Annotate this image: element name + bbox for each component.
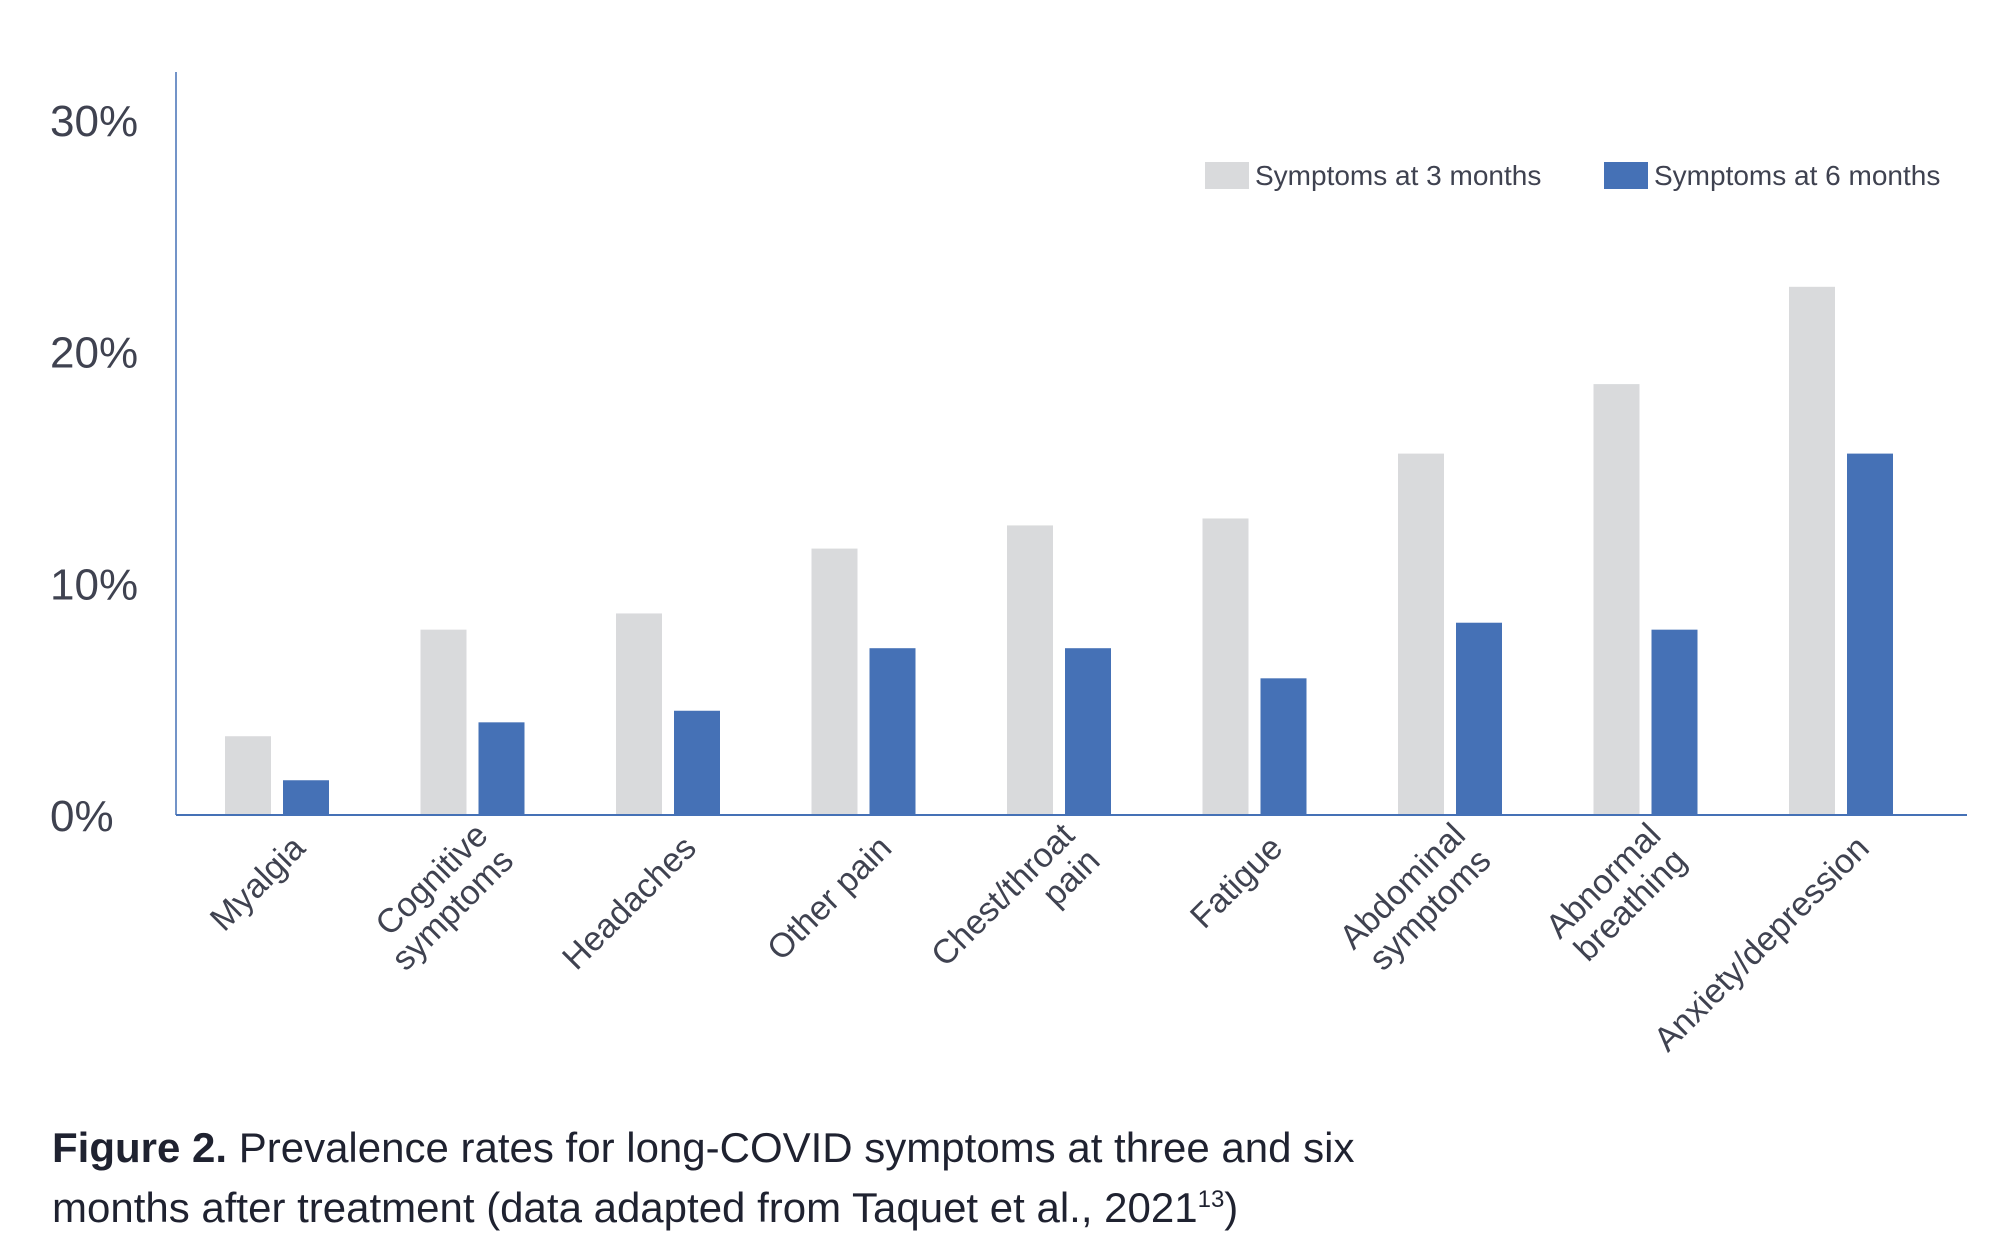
- x-tick-label: Fatigue: [1183, 829, 1290, 936]
- caption-label: Figure 2.: [52, 1124, 228, 1171]
- x-tick-label: Abnormalbreathing: [1539, 816, 1694, 971]
- y-axis-ticks: 0% 10% 20% 30%: [50, 97, 138, 841]
- bar-3-months: [1202, 518, 1249, 815]
- caption-superscript: 13: [1197, 1186, 1225, 1213]
- caption-line-2: months after treatment (data adapted fro…: [52, 1184, 1198, 1231]
- legend-swatch-3-months: [1205, 162, 1249, 189]
- bar-chart: 0% 10% 20% 30% Myalgia Cognitivesymptoms Head…: [50, 72, 1967, 1059]
- bar-3-months: [811, 548, 858, 815]
- legend: Symptoms at 3 months Symptoms at 6 month…: [1205, 160, 1940, 191]
- bar-6-months: [1456, 622, 1502, 815]
- x-tick-label: Abdominalsymptoms: [1332, 816, 1498, 982]
- x-tick-label: Chest/throatpain: [924, 816, 1108, 1000]
- bar-3-months: [1789, 286, 1835, 815]
- caption-closing: ): [1224, 1184, 1239, 1231]
- x-tick-label-line: Fatigue: [1183, 829, 1290, 936]
- x-tick-label-line: Headaches: [555, 829, 704, 978]
- bars: [225, 286, 1893, 815]
- bar-6-months: [869, 648, 916, 815]
- bar-3-months: [225, 736, 271, 815]
- bar-6-months: [1847, 453, 1893, 815]
- bar-6-months: [283, 780, 329, 815]
- x-tick-label: Headaches: [555, 829, 704, 978]
- x-tick-label: Cognitivesymptoms: [359, 816, 521, 978]
- legend-label-3-months: Symptoms at 3 months: [1255, 160, 1541, 191]
- legend-label-6-months: Symptoms at 6 months: [1654, 160, 1940, 191]
- axes: [175, 72, 1967, 816]
- legend-swatch-6-months: [1604, 162, 1648, 189]
- bar-6-months: [1651, 629, 1698, 815]
- bar-3-months: [1007, 525, 1053, 815]
- bar-3-months: [1398, 453, 1444, 815]
- bar-6-months: [1260, 678, 1307, 815]
- y-tick-label: 0%: [50, 792, 114, 841]
- x-tick-label-line: Other pain: [760, 829, 899, 968]
- bar-3-months: [1593, 384, 1640, 815]
- x-axis-ticks: Myalgia Cognitivesymptoms Headaches Other p…: [203, 816, 1877, 1059]
- y-tick-label: 20%: [50, 329, 138, 378]
- bar-6-months: [674, 710, 720, 815]
- figure-caption: Figure 2. Prevalence rates for long-COVI…: [52, 1118, 1952, 1238]
- x-tick-label: Other pain: [760, 829, 899, 968]
- caption-line-1: Prevalence rates for long-COVID symptoms…: [227, 1124, 1355, 1171]
- x-tick-label-line: Myalgia: [203, 829, 313, 939]
- x-tick-label: Myalgia: [203, 829, 313, 939]
- y-tick-label: 30%: [50, 97, 138, 146]
- bar-6-months: [1065, 648, 1111, 815]
- bar-3-months: [616, 613, 662, 815]
- bar-3-months: [420, 629, 467, 815]
- y-tick-label: 10%: [50, 560, 138, 609]
- bar-6-months: [478, 722, 525, 815]
